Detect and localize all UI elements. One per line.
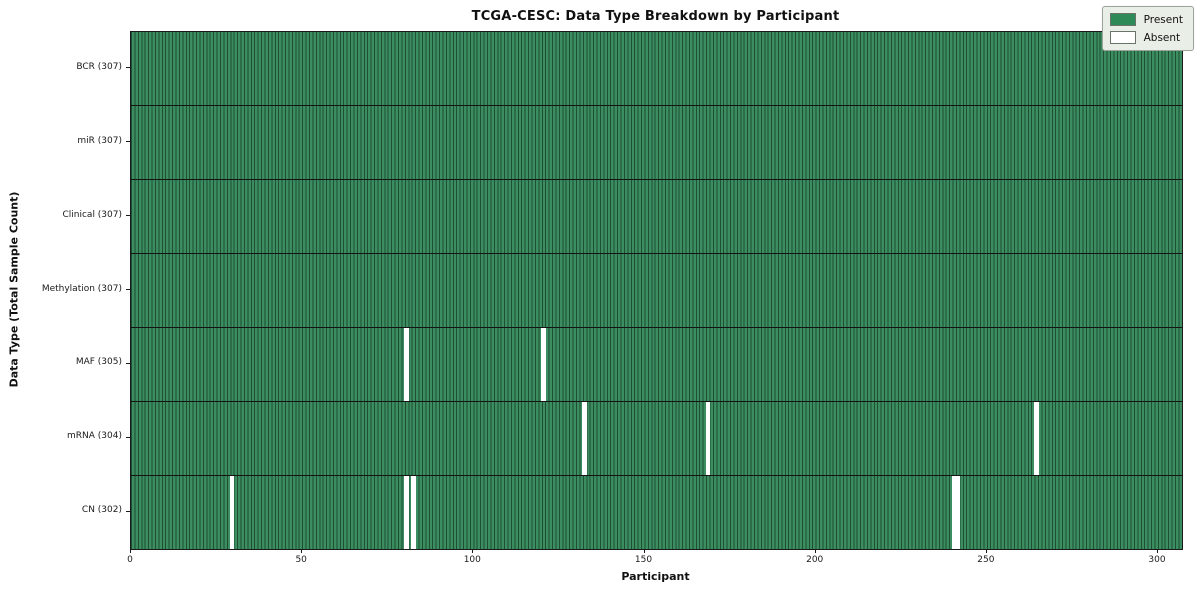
- heatmap-row-mir: [131, 106, 1182, 180]
- y-tick-label: miR (307): [77, 135, 122, 146]
- x-tick-mark: [301, 549, 303, 553]
- x-tick-mark: [1157, 549, 1158, 553]
- legend-label: Present: [1143, 13, 1183, 26]
- x-tick-mark: [643, 549, 645, 553]
- heatmap-row-maf: [131, 328, 1182, 402]
- x-tick-mark: [472, 549, 474, 553]
- y-tick-label: MAF (305): [75, 357, 122, 368]
- x-tick-label: 300: [1148, 555, 1166, 565]
- heatmap-row-clinical: [131, 180, 1182, 254]
- x-tick-label: 200: [806, 555, 824, 565]
- x-tick-label: 0: [127, 555, 133, 565]
- y-tick-mark: [126, 67, 130, 69]
- y-tick-label: CN (302): [81, 505, 122, 516]
- x-axis-label: Participant: [621, 570, 690, 583]
- legend: Present Absent: [1101, 6, 1194, 51]
- legend-swatch-present: [1109, 13, 1136, 26]
- y-tick-label: Methylation (307): [41, 283, 122, 294]
- y-tick-mark: [126, 510, 130, 512]
- absent-cell: [404, 476, 409, 549]
- absent-cell: [1034, 402, 1039, 475]
- x-tick-mark: [130, 549, 131, 553]
- absent-cell: [582, 402, 587, 475]
- heatmap-row-bcr: [131, 32, 1182, 106]
- x-tick-label: 150: [634, 555, 653, 565]
- absent-cell: [404, 328, 409, 401]
- y-tick-mark: [126, 141, 130, 143]
- heatmap-row-cn: [131, 476, 1182, 549]
- legend-item-absent: Absent: [1109, 31, 1183, 44]
- heatmap-row-mrna: [131, 402, 1182, 476]
- legend-label: Absent: [1143, 31, 1181, 44]
- absent-cell: [955, 476, 960, 549]
- absent-cell: [229, 476, 235, 549]
- absent-cell: [705, 402, 711, 475]
- chart-title: TCGA-CESC: Data Type Breakdown by Partic…: [471, 9, 840, 24]
- y-tick-label: Clinical (307): [62, 209, 122, 220]
- absent-cell: [952, 476, 957, 549]
- heatmap-row-methylation: [131, 254, 1182, 328]
- absent-cell: [411, 476, 416, 549]
- plot-area: [130, 31, 1183, 550]
- absent-cell: [541, 328, 546, 401]
- x-tick-label: 100: [463, 555, 481, 565]
- x-tick-label: 250: [977, 555, 995, 565]
- x-tick-mark: [814, 549, 816, 553]
- y-tick-mark: [126, 436, 130, 438]
- y-tick-mark: [126, 215, 130, 217]
- y-tick-label: BCR (307): [76, 61, 122, 72]
- y-tick-mark: [126, 289, 130, 290]
- y-tick-label: mRNA (304): [67, 431, 122, 442]
- x-tick-mark: [985, 549, 987, 553]
- y-tick-mark: [126, 362, 130, 364]
- legend-swatch-absent: [1109, 31, 1136, 44]
- legend-item-present: Present: [1109, 13, 1183, 26]
- x-tick-label: 50: [295, 555, 307, 565]
